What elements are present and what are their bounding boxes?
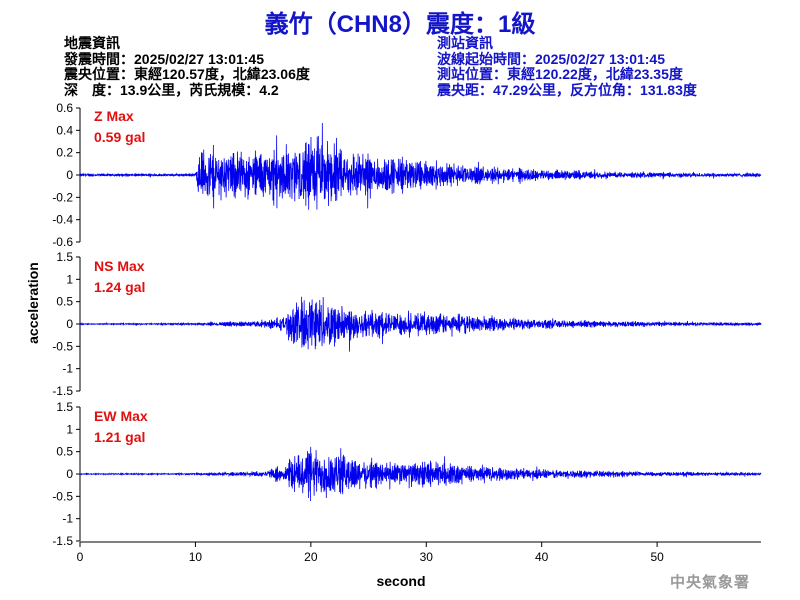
earthquake-info-heading: 地震資訊 <box>64 35 120 51</box>
y-tick-label: 1.5 <box>56 250 73 264</box>
y-tick-label: 1.5 <box>56 400 73 414</box>
y-tick-label: -1 <box>62 512 73 526</box>
y-tick-label: 1 <box>66 422 73 436</box>
y-tick-label: 0 <box>66 317 73 331</box>
max-label-component: EW Max <box>94 408 148 424</box>
x-tick-label: 20 <box>304 550 318 564</box>
panel-z: -0.6 -0.4 -0.2 0 0.2 0.4 0.6 Z Max 0.59 gal <box>52 101 762 249</box>
y-tick-label: -1.5 <box>52 534 73 548</box>
max-label-value: 1.21 gal <box>94 429 145 445</box>
wave-start-time: 波線起始時間：2025/02/27 13:01:45 <box>437 50 665 67</box>
x-tick-label: 40 <box>535 550 549 564</box>
y-tick-label: -1 <box>62 362 73 376</box>
depth-magnitude: 深 度：13.9公里，芮氏規模：4.2 <box>64 81 279 98</box>
max-label-value: 0.59 gal <box>94 129 145 145</box>
station-info-heading: 測站資訊 <box>437 35 493 51</box>
distance-azimuth: 震央距：47.29公里，反方位角：131.83度 <box>437 81 697 98</box>
y-tick-label: -1.5 <box>52 384 73 398</box>
x-axis-label: second <box>376 573 425 589</box>
waveform-trace-z <box>79 123 762 210</box>
waveform-trace-ew <box>79 446 762 502</box>
max-label-value: 1.24 gal <box>94 279 145 295</box>
panel-ns: -1.5 -1 -0.5 0 0.5 1 1.5 NS Max 1.24 gal <box>52 250 762 398</box>
x-tick-label: 50 <box>650 550 664 564</box>
y-tick-label: -0.5 <box>52 339 73 353</box>
station-location: 測站位置：東經120.22度，北緯23.35度 <box>437 66 683 82</box>
x-axis: 0 10 20 30 40 50 <box>77 541 761 564</box>
x-tick-label: 10 <box>189 550 203 564</box>
waveform-trace-ns <box>79 296 762 352</box>
max-label-component: Z Max <box>94 108 134 124</box>
origin-time: 發震時間：2025/02/27 13:01:45 <box>64 50 264 67</box>
station-info: 測站資訊 波線起始時間：2025/02/27 13:01:45 測站位置：東經1… <box>437 35 697 98</box>
y-tick-label: 0.6 <box>56 101 73 115</box>
agency-watermark: 中央氣象署 <box>669 573 750 591</box>
y-tick-label: 0 <box>66 467 73 481</box>
panel-ew: -1.5 -1 -0.5 0 0.5 1 1.5 EW Max 1.21 gal <box>52 400 762 548</box>
y-axis-label: acceleration <box>25 262 41 344</box>
y-tick-label: 0.5 <box>56 295 73 309</box>
epicenter-location: 震央位置：東經120.57度，北緯23.06度 <box>64 66 310 82</box>
y-tick-label: -0.4 <box>52 213 73 227</box>
x-tick-label: 30 <box>420 550 434 564</box>
max-label-component: NS Max <box>94 258 145 274</box>
y-tick-label: 1 <box>66 272 73 286</box>
y-tick-label: -0.2 <box>52 190 73 204</box>
x-tick-label: 0 <box>77 550 84 564</box>
y-tick-label: 0.2 <box>56 146 73 160</box>
y-tick-label: -0.5 <box>52 489 73 503</box>
y-tick-label: 0.4 <box>56 123 73 137</box>
y-tick-label: 0 <box>66 168 73 182</box>
earthquake-info: 地震資訊 發震時間：2025/02/27 13:01:45 震央位置：東經120… <box>64 35 310 98</box>
chart-title: 義竹（CHN8）震度：1級 <box>264 11 536 38</box>
y-tick-label: -0.6 <box>52 235 73 249</box>
y-tick-label: 0.5 <box>56 445 73 459</box>
